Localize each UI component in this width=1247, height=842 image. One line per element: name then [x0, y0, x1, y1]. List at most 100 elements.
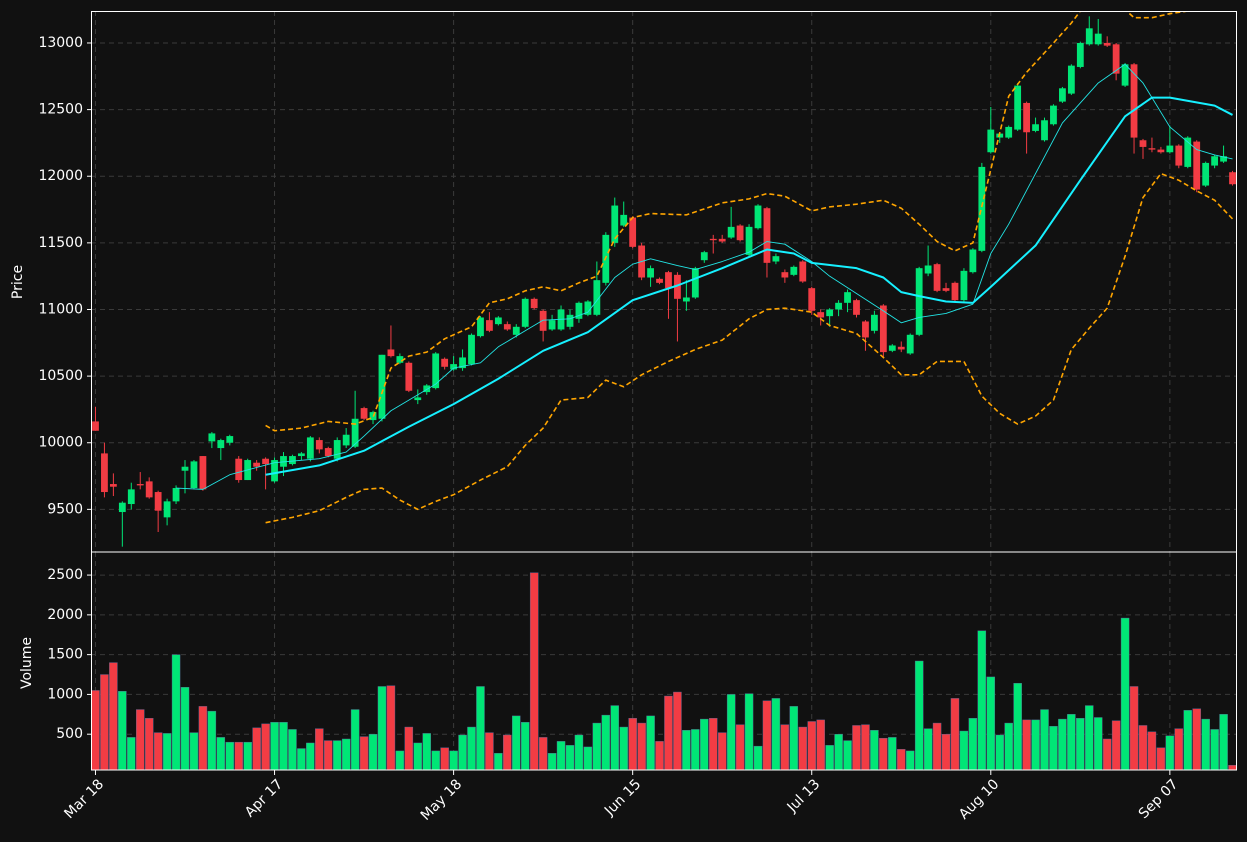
candle-body — [512, 326, 520, 335]
candle-body — [1175, 145, 1183, 166]
volume-bar — [664, 695, 673, 770]
candle-body — [1023, 102, 1031, 133]
candle-body — [1157, 149, 1165, 153]
volume-bar — [897, 749, 906, 770]
volume-bar — [556, 741, 566, 770]
volume-bar — [968, 718, 978, 770]
candle-body — [924, 265, 932, 274]
candle-body — [1094, 33, 1102, 45]
volume-bar — [879, 737, 888, 770]
indicator-line — [265, 172, 1234, 524]
candle-body — [1103, 42, 1111, 46]
candle-body — [109, 484, 117, 487]
volume-bar — [1120, 617, 1130, 770]
volume-bar — [852, 725, 861, 770]
volume-bar — [637, 722, 646, 770]
volume-bar — [888, 737, 897, 770]
volume-bar — [923, 728, 933, 770]
candle-body — [879, 305, 887, 353]
volume-bar — [458, 734, 467, 770]
y-tick-label: 12500 — [38, 102, 83, 118]
candle-body — [190, 461, 198, 489]
volume-bar — [995, 734, 1004, 770]
volume-bar — [297, 748, 306, 770]
candle-body — [297, 453, 305, 457]
volume-bar — [583, 746, 593, 770]
volume-bar — [807, 721, 816, 770]
volume-bar — [1147, 731, 1157, 770]
candle-body — [324, 448, 332, 457]
candle-body — [378, 354, 386, 419]
candle-body — [1184, 137, 1192, 167]
candle-body — [960, 270, 968, 301]
candle-body — [799, 261, 807, 282]
volume-bar — [324, 740, 333, 770]
volume-bar — [1138, 725, 1148, 770]
candle-body — [1139, 140, 1147, 147]
volume-bar — [449, 750, 458, 770]
volume-bar — [341, 738, 351, 770]
candle-body — [862, 321, 869, 338]
volume-bar — [368, 733, 378, 770]
volume-bar — [171, 654, 181, 770]
y-tick-label: 1000 — [47, 686, 83, 702]
candle-body — [459, 357, 466, 369]
candle-body — [1211, 156, 1219, 166]
volume-bar — [306, 742, 315, 770]
volume-bar — [189, 732, 199, 770]
volume-bar — [1183, 710, 1192, 770]
candle-body — [1067, 65, 1075, 94]
candle-body — [333, 440, 341, 459]
candle-body — [584, 301, 592, 315]
volume-bar — [1067, 714, 1076, 770]
candle-body — [271, 460, 278, 482]
candle-body — [674, 274, 681, 299]
candle-body — [763, 208, 771, 263]
candle-body — [853, 300, 860, 315]
candle-body — [1032, 124, 1039, 131]
volume-bar — [413, 742, 423, 770]
volume-bar — [601, 714, 611, 770]
candle-body — [888, 345, 896, 351]
candle-body — [136, 484, 144, 486]
candle-body — [1085, 28, 1093, 45]
volume-bar — [717, 732, 727, 770]
candle-body — [1202, 162, 1210, 186]
volume-bar — [216, 737, 226, 770]
candle-body — [92, 421, 99, 431]
volume-bar — [986, 676, 996, 770]
candle-body — [808, 288, 816, 311]
candle-body — [396, 356, 404, 363]
volume-bar — [914, 660, 924, 770]
volume-bar — [359, 736, 369, 770]
volume-bar — [1129, 686, 1139, 770]
volume-bar — [1058, 718, 1067, 770]
volume-bar — [1201, 718, 1210, 770]
volume-bar — [941, 733, 951, 770]
candle-body — [262, 458, 269, 465]
y-tick-label: 12000 — [38, 168, 83, 184]
volume-bar — [144, 718, 154, 770]
volume-bar — [798, 726, 808, 770]
volume-bar — [709, 718, 718, 770]
candle-body — [539, 310, 547, 331]
volume-bar — [350, 709, 360, 770]
candle-body — [441, 358, 449, 367]
volume-bar — [440, 747, 449, 770]
volume-bar — [655, 741, 664, 770]
volume-bar — [816, 719, 825, 770]
volume-bar — [198, 706, 208, 770]
volume-bar — [834, 733, 843, 770]
candle-body — [315, 440, 323, 450]
candle-body — [620, 214, 628, 226]
y-tick-label: 13000 — [38, 35, 83, 51]
volume-bar — [780, 724, 790, 770]
volume-bar — [377, 686, 387, 770]
candle-body — [181, 466, 189, 471]
volume-bar — [574, 734, 584, 770]
volume-bar — [207, 710, 217, 770]
candle-body — [351, 418, 359, 447]
volume-bar — [1004, 722, 1013, 770]
